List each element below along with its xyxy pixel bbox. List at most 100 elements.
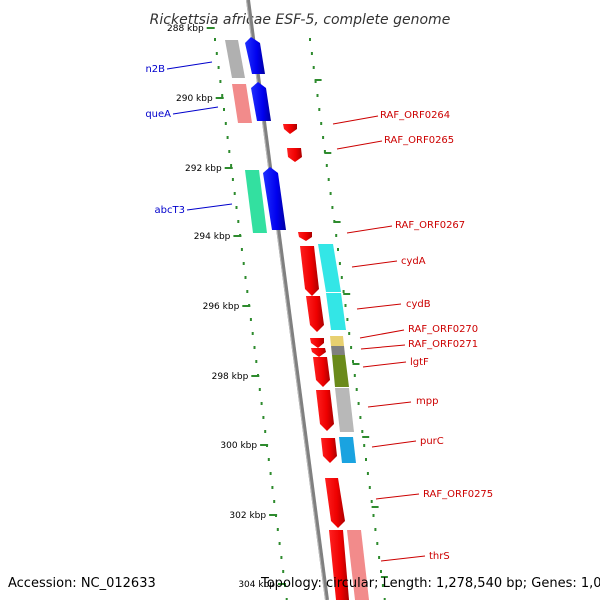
- outer-track-dot: [357, 402, 360, 405]
- outer-track-dot: [337, 248, 339, 251]
- label-thrS: thrS: [429, 551, 450, 562]
- leader-RAF_ORF0270: [359, 329, 405, 339]
- inner-track-dot: [276, 528, 279, 531]
- gene-purC-block: [339, 437, 356, 463]
- outer-track-dot: [344, 304, 347, 307]
- outer-track-dot: [383, 598, 386, 600]
- inner-track-dot: [251, 332, 254, 335]
- inner-track-dot: [246, 290, 249, 293]
- leader-cydA: [351, 260, 398, 268]
- inner-track-dot: [237, 220, 240, 223]
- gene-cydA-block: [318, 244, 341, 292]
- leader-RAF_ORF0264: [332, 115, 379, 125]
- gene-lgtF-block: [332, 355, 349, 387]
- outer-track-dot: [352, 360, 354, 363]
- outer-track-dot: [340, 276, 343, 279]
- outer-track-dot: [381, 584, 384, 587]
- outer-track-dot: [363, 444, 366, 447]
- inner-track-dot: [284, 584, 286, 587]
- inner-track-dot: [264, 430, 267, 433]
- gene-mpp-block: [335, 388, 354, 432]
- inner-track-dot: [244, 276, 247, 279]
- inner-track-dot: [262, 416, 265, 419]
- plus-strand-genes: [283, 124, 369, 600]
- outer-track-dot: [335, 234, 338, 237]
- gene-thrS-block: [347, 530, 369, 600]
- label-n2B: n2B: [145, 64, 165, 75]
- tick-label: 290 kbp: [176, 94, 213, 104]
- tick-label: 296 kbp: [203, 302, 240, 312]
- tick-label: 302 kbp: [229, 511, 266, 521]
- gene-thrS-arrow: [329, 530, 349, 600]
- leader-RAF_ORF0267: [346, 225, 393, 234]
- leader-RAF_ORF0271: [360, 344, 406, 350]
- inner-track-dot: [249, 318, 252, 321]
- leader-thrS: [380, 555, 426, 562]
- outer-track-dot: [312, 66, 315, 69]
- outer-track-dot: [342, 290, 345, 293]
- inner-track-dot: [233, 192, 236, 195]
- gene-RAF_ORF0271-arrow: [311, 348, 326, 357]
- label-purC: purC: [420, 436, 444, 447]
- tick-label: 298 kbp: [212, 372, 249, 382]
- outer-track-dot: [359, 416, 362, 419]
- inner-track-dot: [255, 360, 258, 363]
- label-abcT3: abcT3: [155, 205, 185, 216]
- gene-RAF_ORF0271-block: [331, 346, 345, 355]
- gene-abcT3-blue-arrow: [263, 167, 286, 230]
- inner-track-dot: [280, 556, 283, 559]
- gene-RAF_ORF0267-arrow: [298, 232, 312, 241]
- outer-track-dot: [376, 542, 379, 545]
- inner-track-dot: [235, 206, 238, 209]
- outer-track-dot: [368, 486, 371, 489]
- outer-track-dot: [365, 458, 367, 461]
- inner-track-dot: [269, 472, 272, 475]
- outer-track-dot: [314, 80, 317, 83]
- inner-track-dot: [240, 248, 243, 251]
- gene-n2B-grey-block: [225, 40, 245, 78]
- leader-lgtF: [362, 361, 407, 368]
- outer-track-dot: [320, 122, 323, 125]
- label-RAF_ORF0264: RAF_ORF0264: [380, 110, 450, 121]
- outer-track-dot: [322, 136, 325, 139]
- tick-label: 294 kbp: [194, 232, 231, 242]
- leader-RAF_ORF0275: [375, 493, 420, 500]
- outer-track-dot: [374, 528, 377, 531]
- inner-track-dot: [217, 66, 220, 69]
- inner-track-dot: [258, 388, 261, 391]
- label-cydA: cydA: [401, 256, 426, 267]
- inner-track-dot: [214, 38, 216, 41]
- inner-track-dot: [278, 542, 281, 545]
- leader-abcT3: [186, 203, 233, 211]
- gene-abcT3-green-block: [245, 170, 267, 233]
- outer-track-dot: [361, 430, 364, 433]
- leader-RAF_ORF0265: [336, 140, 383, 150]
- inner-track-dot: [285, 598, 288, 600]
- label-RAF_ORF0267: RAF_ORF0267: [395, 220, 465, 231]
- outer-track-dot: [370, 500, 373, 503]
- gene-n2B-blue-arrow: [245, 37, 265, 74]
- outer-track-dot: [378, 556, 381, 559]
- label-RAF_ORF0270: RAF_ORF0270: [408, 324, 478, 335]
- inner-track-dot: [260, 402, 263, 405]
- label-RAF_ORF0271: RAF_ORF0271: [408, 339, 478, 350]
- gene-cydB-arrow: [306, 296, 324, 332]
- label-RAF_ORF0275: RAF_ORF0275: [423, 489, 493, 500]
- outer-track-dot: [310, 52, 313, 55]
- inner-track-dot: [223, 108, 225, 111]
- dotted-tracks: [214, 38, 388, 600]
- inner-track-dot: [230, 164, 233, 167]
- gene-RAF_ORF0264-arrow: [283, 124, 297, 134]
- outer-track-dot: [309, 38, 311, 41]
- gene-cydB-block: [326, 293, 346, 330]
- outer-track-dot: [372, 514, 375, 517]
- gene-queA-blue-arrow: [251, 82, 271, 121]
- inner-track-dot: [221, 94, 224, 97]
- inner-track-dot: [215, 52, 218, 55]
- inner-track-dot: [267, 458, 270, 461]
- gene-RAF_ORF0275-arrow: [325, 478, 345, 528]
- label-lgtF: lgtF: [410, 357, 429, 368]
- gene-RAF_ORF0270-block: [330, 336, 344, 346]
- outer-track-dot: [350, 346, 353, 349]
